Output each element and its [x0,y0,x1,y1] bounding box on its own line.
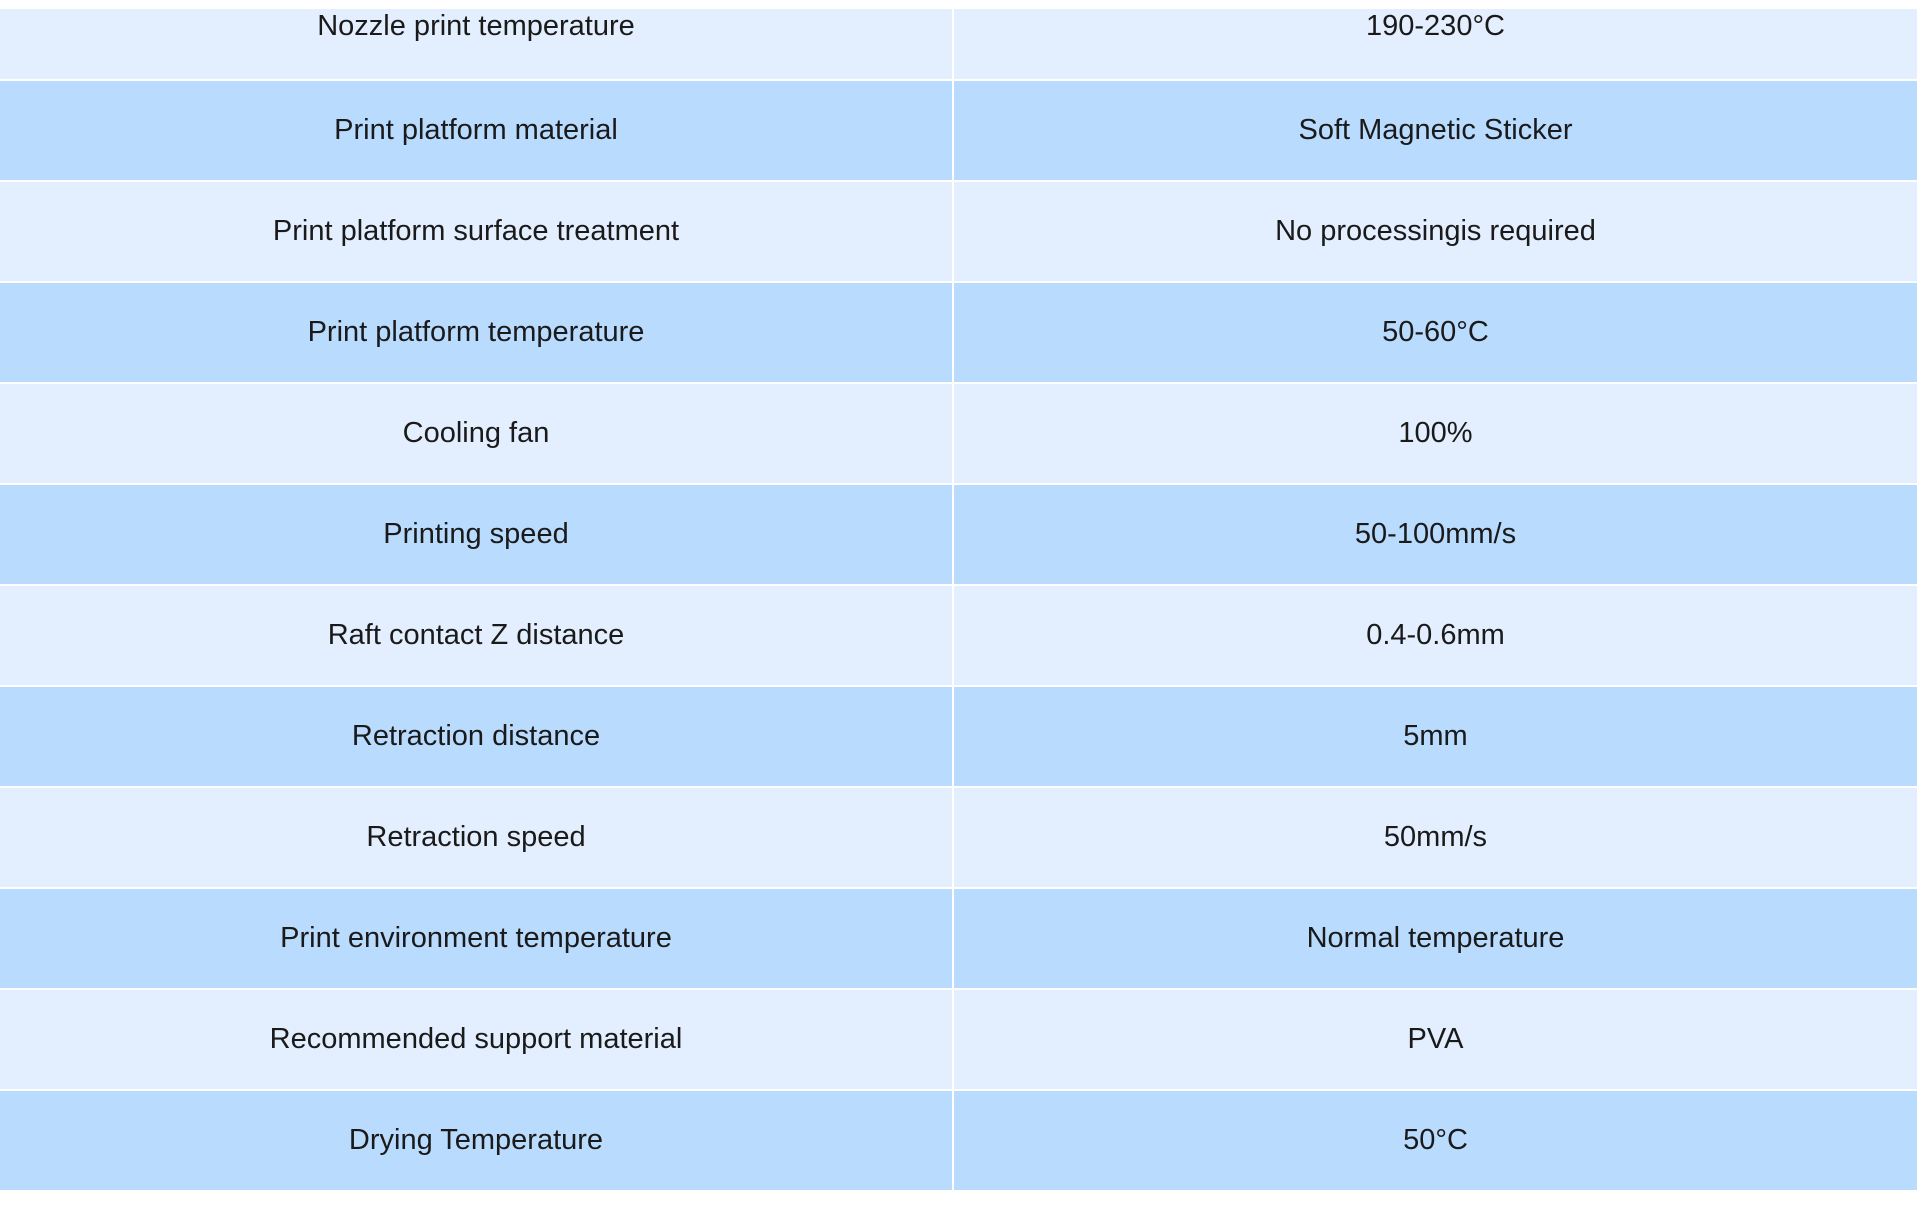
table-row: Print environment temperature Normal tem… [0,888,1919,990]
print-settings-table: Nozzle print temperature 190-230°C Print… [0,0,1919,1192]
table-row: Print platform temperature 50-60°C [0,282,1919,384]
parameter-cell: Printing speed [0,484,954,586]
value-cell: 0.4-0.6mm [953,585,1919,687]
table-row: Raft contact Z distance 0.4-0.6mm [0,585,1919,687]
value-cell: 50°C [953,1090,1919,1192]
table-row: Print platform material Soft Magnetic St… [0,80,1919,182]
parameter-cell: Retraction distance [0,686,954,788]
value-cell: 50mm/s [953,787,1919,889]
parameter-cell: Print platform temperature [0,282,954,384]
value-cell: Normal temperature [953,888,1919,990]
parameter-cell: Recommended support material [0,989,954,1091]
table-row: Print platform surface treatment No proc… [0,181,1919,283]
top-edge [0,0,1918,9]
parameter-cell: Nozzle print temperature [0,0,954,81]
value-cell: No processingis required [953,181,1919,283]
value-cell: 50-100mm/s [953,484,1919,586]
table-row: Printing speed 50-100mm/s [0,484,1919,586]
table-row: Cooling fan 100% [0,383,1919,485]
parameter-cell: Print platform material [0,80,954,182]
parameter-cell: Print environment temperature [0,888,954,990]
table-row: Retraction distance 5mm [0,686,1919,788]
table-row: Nozzle print temperature 190-230°C [0,0,1919,81]
value-cell: 50-60°C [953,282,1919,384]
value-cell: PVA [953,989,1919,1091]
value-cell: 190-230°C [953,0,1919,81]
parameter-cell: Drying Temperature [0,1090,954,1192]
parameter-cell: Raft contact Z distance [0,585,954,687]
table-row: Retraction speed 50mm/s [0,787,1919,889]
table-row: Recommended support material PVA [0,989,1919,1091]
value-cell: Soft Magnetic Sticker [953,80,1919,182]
value-cell: 5mm [953,686,1919,788]
parameter-cell: Cooling fan [0,383,954,485]
value-cell: 100% [953,383,1919,485]
parameter-cell: Print platform surface treatment [0,181,954,283]
table-row: Drying Temperature 50°C [0,1090,1919,1192]
parameter-cell: Retraction speed [0,787,954,889]
